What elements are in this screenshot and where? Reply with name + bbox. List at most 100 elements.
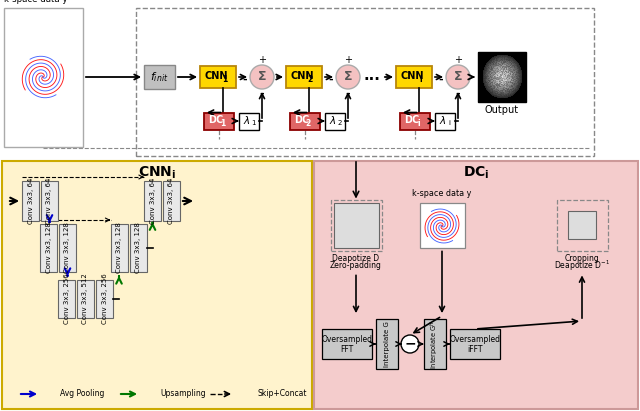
Text: ...: ... <box>364 67 380 83</box>
Text: CNN: CNN <box>290 71 314 81</box>
Text: $\lambda$: $\lambda$ <box>439 114 446 126</box>
Text: -: - <box>243 75 247 85</box>
Bar <box>129 224 147 272</box>
Text: Cropping: Cropping <box>564 254 600 263</box>
Text: CNN: CNN <box>204 71 228 81</box>
Bar <box>136 8 594 156</box>
Text: k-space data y: k-space data y <box>4 0 67 4</box>
Bar <box>568 211 596 239</box>
Text: CNN: CNN <box>400 71 424 81</box>
Bar <box>144 65 175 89</box>
Text: +: + <box>454 55 462 65</box>
Bar <box>200 66 236 88</box>
Circle shape <box>336 65 360 89</box>
Text: FFT: FFT <box>340 344 354 353</box>
Text: $f_{init}$: $f_{init}$ <box>150 70 169 84</box>
Bar <box>144 181 161 221</box>
Text: Conv 3x3, 128: Conv 3x3, 128 <box>135 223 141 273</box>
Text: DC: DC <box>208 115 223 125</box>
Bar <box>4 8 83 147</box>
Bar <box>478 52 526 102</box>
Text: Deapotize D: Deapotize D <box>332 254 380 263</box>
Circle shape <box>401 335 419 353</box>
Text: Σ: Σ <box>344 69 352 83</box>
Bar <box>557 201 607 252</box>
Text: k-space data y: k-space data y <box>412 189 472 198</box>
Bar <box>111 224 127 272</box>
Bar <box>376 319 398 369</box>
Text: i: i <box>419 74 422 83</box>
Bar <box>96 280 113 318</box>
Bar <box>333 203 378 249</box>
Text: $\mathbf{CNN_i}$: $\mathbf{CNN_i}$ <box>138 165 176 181</box>
Text: Σ: Σ <box>258 69 266 83</box>
Text: Deapotize D$^{-1}$: Deapotize D$^{-1}$ <box>554 258 610 273</box>
Text: Conv 3x3, 64: Conv 3x3, 64 <box>28 178 33 224</box>
Text: DC: DC <box>404 115 419 125</box>
Text: -: - <box>329 75 333 85</box>
Text: 1: 1 <box>252 120 256 126</box>
Text: Avg Pooling: Avg Pooling <box>60 390 104 399</box>
Text: Σ: Σ <box>454 69 462 83</box>
Bar <box>322 329 372 359</box>
Text: Conv 3x3, 256: Conv 3x3, 256 <box>63 274 70 324</box>
Text: Conv 3x3, 256: Conv 3x3, 256 <box>102 274 108 324</box>
Text: Zero-padding: Zero-padding <box>330 261 382 270</box>
Bar <box>314 161 638 409</box>
Text: Conv 3x3, 64: Conv 3x3, 64 <box>47 178 52 224</box>
Text: Conv 3x3, 64: Conv 3x3, 64 <box>168 178 175 224</box>
Text: -: - <box>346 89 350 99</box>
Text: Oversampled: Oversampled <box>449 335 500 344</box>
Text: 2: 2 <box>337 120 342 126</box>
Bar <box>400 113 430 129</box>
Text: Skip+Concat: Skip+Concat <box>258 390 307 399</box>
Text: Interpolate G$^H$: Interpolate G$^H$ <box>429 319 441 369</box>
Text: Oversampled: Oversampled <box>321 335 372 344</box>
Text: Conv 3x3, 128: Conv 3x3, 128 <box>45 223 51 273</box>
Bar <box>22 181 39 221</box>
Bar <box>424 319 446 369</box>
Text: 2: 2 <box>308 74 313 83</box>
Text: -: - <box>438 75 444 85</box>
Text: i: i <box>417 118 420 127</box>
Text: $\lambda$: $\lambda$ <box>329 114 337 126</box>
Bar <box>286 66 322 88</box>
Text: Conv 3x3, 512: Conv 3x3, 512 <box>83 274 88 324</box>
Text: -: - <box>260 89 264 99</box>
Bar <box>325 113 345 129</box>
Text: −: − <box>404 336 416 350</box>
Bar <box>58 280 75 318</box>
Text: Upsampling: Upsampling <box>160 390 205 399</box>
Circle shape <box>446 65 470 89</box>
Bar <box>40 224 57 272</box>
Text: -: - <box>456 89 460 99</box>
Bar <box>419 203 465 249</box>
Bar <box>396 66 432 88</box>
Bar <box>163 181 180 221</box>
Text: Conv 3x3, 128: Conv 3x3, 128 <box>65 223 70 273</box>
Bar <box>41 181 58 221</box>
Bar <box>239 113 259 129</box>
Bar <box>330 201 381 252</box>
Text: +: + <box>344 55 352 65</box>
Text: $\lambda$: $\lambda$ <box>243 114 250 126</box>
Text: iFFT: iFFT <box>467 344 483 353</box>
Bar <box>77 280 94 318</box>
Text: +: + <box>258 55 266 65</box>
Circle shape <box>250 65 274 89</box>
Bar <box>450 329 500 359</box>
Text: Conv 3x3, 128: Conv 3x3, 128 <box>116 223 122 273</box>
Text: $\mathbf{DC_i}$: $\mathbf{DC_i}$ <box>463 165 489 181</box>
Bar <box>290 113 320 129</box>
Text: Conv 3x3, 64: Conv 3x3, 64 <box>150 178 156 224</box>
Bar <box>204 113 234 129</box>
Text: 1: 1 <box>221 74 227 83</box>
Text: 1: 1 <box>220 118 225 127</box>
Text: Interpolate G: Interpolate G <box>384 321 390 367</box>
Text: 2: 2 <box>306 118 311 127</box>
Bar <box>2 161 312 409</box>
Text: Output: Output <box>485 105 519 115</box>
Text: i: i <box>449 120 451 126</box>
Bar <box>59 224 76 272</box>
Text: DC: DC <box>294 115 309 125</box>
